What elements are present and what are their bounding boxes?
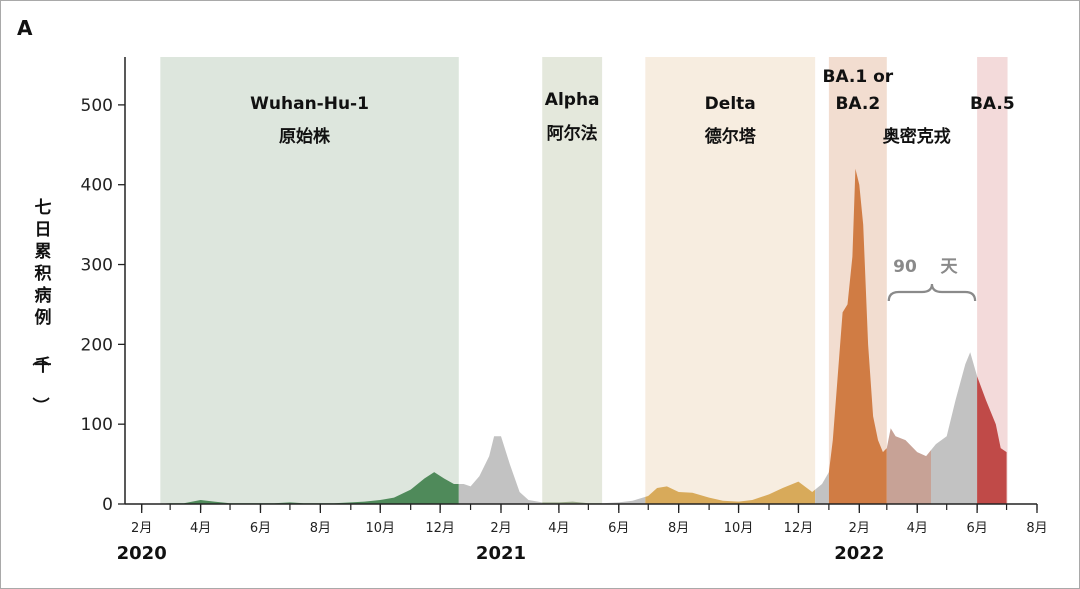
case-area-segment: [886, 428, 931, 504]
x-tick-label: 4月: [907, 521, 928, 536]
case-area-segment: [931, 352, 978, 504]
y-tick-label: 100: [81, 415, 113, 435]
y-tick-label: 500: [81, 96, 113, 116]
x-tick-label: 8月: [1026, 521, 1047, 536]
x-tick-label: 2月: [490, 521, 511, 536]
gap-number: 90: [893, 257, 917, 277]
case-area-segment: [160, 472, 459, 504]
variant-name: Alpha: [545, 90, 600, 110]
x-tick-label: 4月: [190, 521, 211, 536]
y-axis-title: 七日累积病例（千）: [30, 198, 52, 414]
case-area-segment: [828, 168, 887, 505]
x-tick-label: 2月: [131, 521, 152, 536]
gap-unit: 天: [940, 257, 958, 277]
case-area-segment: [458, 436, 543, 504]
x-tick-label: 2月: [849, 521, 870, 536]
x-tick-label: 8月: [668, 521, 689, 536]
case-area-segment: [977, 376, 1007, 504]
variant-name-cn: 原始株: [279, 126, 331, 147]
x-tick-label: 6月: [608, 521, 629, 536]
panel-label: A: [17, 16, 33, 40]
brace-icon: [887, 283, 977, 302]
y-tick-label: 400: [81, 176, 113, 196]
x-tick-label: 10月: [724, 521, 754, 536]
year-label: 2021: [476, 543, 526, 564]
variant-name-cn: 德尔塔: [705, 126, 757, 147]
case-area-segment: [815, 472, 829, 504]
x-tick-label: 8月: [310, 521, 331, 536]
year-label: 2022: [834, 543, 884, 564]
y-tick-label: 200: [81, 335, 113, 355]
variant-name: Delta: [705, 94, 756, 114]
x-tick-label: 6月: [250, 521, 271, 536]
variant-name-cn: 阿尔法: [547, 123, 598, 144]
x-tick-label: 6月: [966, 521, 987, 536]
variant-name-cn: 奥密克戎: [883, 126, 951, 147]
y-tick-label: 300: [81, 256, 113, 276]
chart-axes: 0 100 200 300 400 500 2月 4月 6月 8月 10月 12月 2月 4月 6月 8月 10…: [30, 57, 1048, 564]
variant-band: [160, 57, 459, 504]
variant-band: [542, 57, 603, 504]
y-tick-label: 0: [102, 495, 113, 515]
case-area-segment: [645, 481, 816, 504]
x-tick-label: 10月: [365, 521, 395, 536]
x-tick-label: 4月: [548, 521, 569, 536]
variant-labels: Wuhan-Hu-1 原始株 Alpha 阿尔法 Delta 德尔塔 BA.1 or BA.2…: [250, 67, 1015, 147]
year-label: 2020: [117, 543, 167, 564]
variant-name: Wuhan-Hu-1: [250, 94, 369, 114]
x-tick-label: 12月: [784, 521, 814, 536]
variant-name: BA.1 or BA.2: [822, 67, 893, 114]
variant-name: BA.5: [970, 94, 1015, 114]
variant-band: [645, 57, 816, 504]
case-area-segment: [602, 496, 646, 504]
gap-annotation: 90 天: [887, 257, 977, 302]
x-tick-label: 12月: [425, 521, 455, 536]
case-area-series: [125, 168, 1007, 505]
